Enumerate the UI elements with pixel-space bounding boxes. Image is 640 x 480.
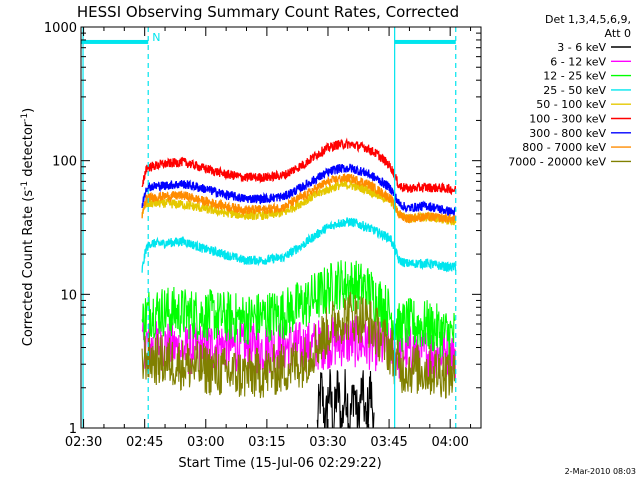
y-axis-label-sup1: -1 xyxy=(20,181,30,190)
legend-label: 100 - 300 keV xyxy=(529,113,606,126)
x-tick-label: 03:00 xyxy=(187,435,224,450)
legend-label: 300 - 800 keV xyxy=(529,127,606,140)
y-axis-label-suffix: ) xyxy=(21,108,36,113)
legend-header-line-1: Det 1,3,4,5,6,9, xyxy=(545,13,631,26)
legend-label: 25 - 50 keV xyxy=(543,84,606,97)
series-4-trace xyxy=(141,217,457,273)
y-axis: 1 10 100 1000 xyxy=(44,21,481,437)
series-6-trace xyxy=(141,137,457,196)
series-1-trace xyxy=(316,369,375,429)
y-axis-label-prefix: Corrected Count Rate (s xyxy=(21,190,36,347)
legend-label: 6 - 12 keV xyxy=(550,55,606,68)
legend-label: 7000 - 20000 keV xyxy=(508,155,606,168)
y-tick-label: 100 xyxy=(52,155,77,170)
night-bar xyxy=(81,39,149,44)
x-tick-label: 02:45 xyxy=(126,435,163,450)
x-tick-label: 03:15 xyxy=(248,435,285,450)
y-axis-label-mid: detector xyxy=(21,121,36,181)
y-tick-label: 1 xyxy=(69,422,77,437)
marker-layer: N xyxy=(81,27,457,428)
legend-label: 12 - 25 keV xyxy=(543,70,606,83)
x-tick-label: 03:30 xyxy=(309,435,346,450)
series-layer xyxy=(141,137,457,429)
series-3-trace xyxy=(141,260,456,361)
x-tick-label: 03:45 xyxy=(370,435,407,450)
series-8-trace xyxy=(141,172,457,224)
x-axis: 02:30 02:45 03:00 03:15 03:30 03:45 04:00 xyxy=(65,27,472,450)
footer-date: 2-Mar-2010 08:03 xyxy=(565,467,636,476)
x-axis-label: Start Time (15-Jul-06 02:29:22) xyxy=(178,456,381,471)
legend-header-line-2: Att 0 xyxy=(605,27,631,40)
chart-title: HESSI Observing Summary Count Rates, Cor… xyxy=(77,3,459,21)
x-tick-label: 02:30 xyxy=(65,435,102,450)
legend-label: 3 - 6 keV xyxy=(557,41,606,54)
night-bar xyxy=(394,39,456,44)
y-axis-label: Corrected Count Rate (s-1 detector-1) xyxy=(20,108,36,346)
y-axis-label-sup2: -1 xyxy=(20,113,30,122)
y-tick-label: 10 xyxy=(60,288,77,303)
x-tick-label: 04:00 xyxy=(431,435,468,450)
plot-frame xyxy=(80,26,482,429)
legend-label: 800 - 7000 keV xyxy=(522,141,606,154)
legend-label: 50 - 100 keV xyxy=(536,98,606,111)
series-9-trace xyxy=(141,291,456,399)
series-7-trace xyxy=(141,163,457,217)
y-tick-label: 1000 xyxy=(44,21,77,36)
night-label: N xyxy=(152,31,160,44)
